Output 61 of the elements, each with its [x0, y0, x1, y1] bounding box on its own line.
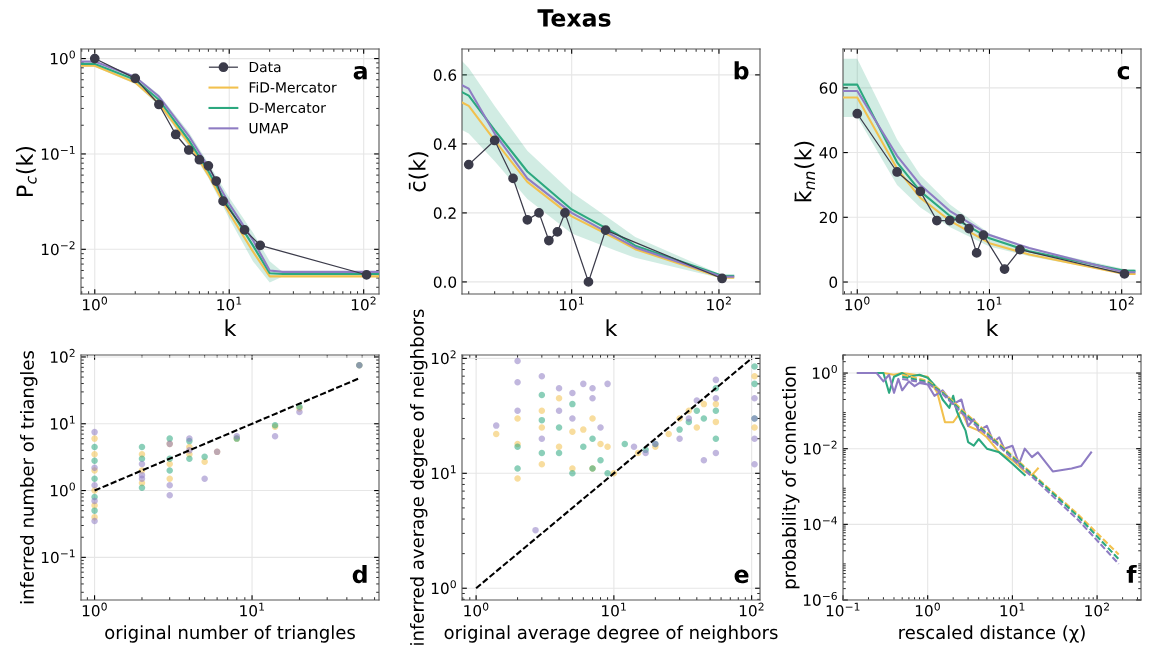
y-tick-label: 10$^{1}$ [50, 415, 75, 430]
y-tick-label: 10$^{−2}$ [41, 241, 75, 256]
x-tick-label: 10$^{2}$ [739, 602, 764, 617]
y-tick-label: 20 [819, 211, 838, 224]
x-tick-label: 10$^{0}$ [83, 296, 107, 311]
x-tick-label: 10$^{1}$ [217, 296, 242, 311]
annotation: f [1126, 564, 1137, 583]
y-tick-label: 10$^{0}$ [431, 580, 456, 595]
x-tick-label: 10$^{2}$ [1109, 296, 1134, 311]
y-tick-label: 10$^{−1}$ [41, 549, 75, 564]
x-tick-label: 10$^{1}$ [602, 602, 626, 617]
y-tick-label: 10$^{0}$ [50, 482, 75, 497]
x-tick-label: 10$^{0}$ [464, 602, 489, 617]
y-axis-title: P$_{c}$(k) [15, 146, 37, 196]
annotation: b [734, 61, 749, 80]
y-tick-label: 10$^{−4}$ [803, 516, 837, 531]
x-axis-title: k [606, 319, 618, 337]
y-tick-label: 10$^{−1}$ [41, 146, 75, 160]
x-tick-label: 10$^{2}$ [707, 296, 731, 311]
y-tick-label: 10$^{−2}$ [803, 440, 837, 455]
x-axis-title: original number of triangles [105, 625, 355, 643]
x-tick-label: 10$^{2}$ [351, 296, 376, 311]
x-axis-title: original average degree of neighbors [444, 625, 778, 643]
x-tick-label: 10$^{1}$ [977, 296, 1002, 311]
legend-label: FiD-Mercator [249, 81, 337, 93]
legend-label: D-Mercator [249, 102, 326, 114]
x-axis-title: rescaled distance (χ) [899, 625, 1085, 643]
y-tick-label: 10$^{0}$ [50, 50, 75, 65]
y-axis-title: inferred average degree of neighbors [410, 309, 428, 645]
y-axis-title: probability of connection [781, 366, 800, 589]
x-tick-label: 10$^{2}$ [1085, 602, 1109, 617]
y-axis-title: inferred number of triangles [19, 351, 38, 604]
y-tick-label: 10$^{2}$ [50, 348, 75, 363]
x-tick-label: 10$^{1}$ [559, 296, 584, 311]
y-tick-label: 10$^{−6}$ [803, 591, 837, 606]
y-tick-label: 10$^{1}$ [431, 465, 456, 480]
y-tick-label: 10$^{2}$ [431, 350, 456, 365]
x-tick-label: 10$^{0}$ [82, 602, 107, 617]
y-tick-label: 0.0 [433, 276, 457, 288]
y-tick-label: 10$^{0}$ [812, 364, 837, 379]
y-tick-label: 0.2 [433, 207, 456, 219]
y-tick-label: 40 [819, 147, 838, 159]
legend-label: Data [249, 61, 281, 73]
y-tick-label: 60 [819, 82, 838, 94]
chart-title: Texas [537, 9, 611, 27]
x-tick-label: 10$^{1}$ [240, 602, 265, 617]
x-axis-title: k [225, 319, 237, 337]
y-axis-title: c̄(k) [408, 152, 429, 192]
legend-label: UMAP [249, 123, 288, 134]
y-axis-title: k̄$_{nn}$(k) [794, 141, 815, 202]
y-tick-label: 0.6 [433, 69, 457, 81]
x-tick-label: 10$^{0}$ [845, 296, 870, 311]
y-tick-label: 0 [829, 276, 838, 289]
annotation: c [1117, 65, 1129, 80]
x-tick-label: 10$^{0}$ [915, 602, 940, 617]
annotation: a [353, 65, 367, 80]
x-axis-title: k [987, 319, 999, 337]
annotation: d [352, 564, 367, 584]
y-tick-label: 0.4 [433, 138, 457, 150]
annotation: e [734, 569, 749, 584]
x-tick-label: 10$^{1}$ [1000, 602, 1025, 617]
